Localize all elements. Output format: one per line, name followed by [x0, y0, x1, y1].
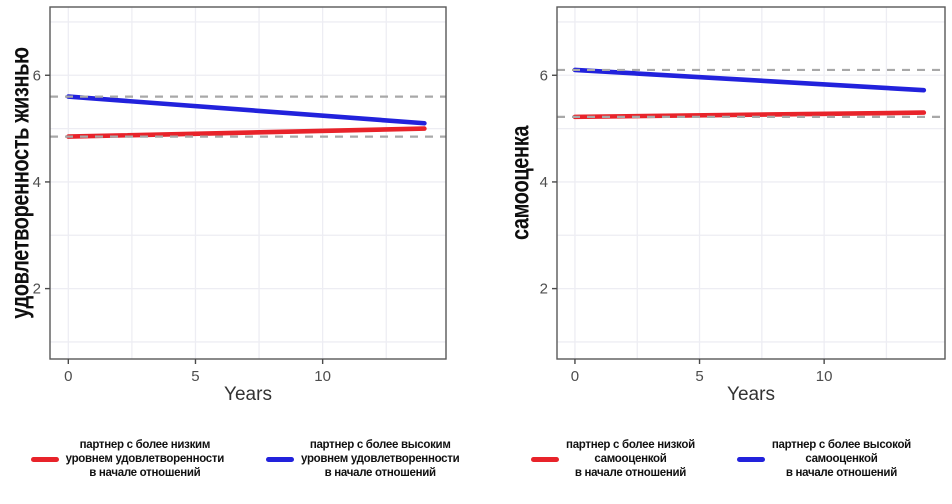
legend-label-line: в начале отношений — [89, 467, 201, 480]
legend-label: партнер с более низким уровнем удовлетво… — [65, 438, 225, 480]
legend-label-line: самооценкой — [594, 453, 667, 466]
y-axis-title-self-esteem: самооценка — [506, 125, 535, 241]
x-tick-label: 10 — [314, 368, 331, 385]
legend-label-line: партнер с более низкой — [566, 439, 695, 451]
blue-line-legend-swatch — [266, 456, 294, 462]
blue-line-legend-swatch — [736, 456, 765, 462]
y-axis-title-life-satisfaction: удовлетворенность жизнью — [6, 47, 35, 319]
x-tick-label: 10 — [816, 368, 833, 385]
x-axis-title-years-right: Years — [727, 384, 775, 405]
x-tick-label: 0 — [571, 368, 579, 385]
legend-label-line: уровнем удовлетворенности — [65, 453, 225, 466]
blue-trend-line — [66, 94, 427, 126]
legend-label-line: партнер с более высоким — [309, 439, 451, 451]
chart-self-esteem: 0 5 10 2 4 6 самооценка Years партнер с более… — [476, 0, 952, 504]
legend-label: партнер с более высоким уровнем удовлетв… — [301, 438, 460, 480]
y-tick-label: 2 — [540, 281, 548, 298]
legend-label-line: уровнем удовлетворенности — [301, 453, 460, 466]
red-trend-line — [66, 126, 427, 139]
y-tick-label: 4 — [540, 174, 548, 191]
legend-item-blue-higher-satisfaction: партнер с более высоким уровнем удовлетв… — [266, 438, 460, 480]
legend-label-line: в начале отношений — [785, 467, 897, 480]
legend-self-esteem: партнер с более низкой самооценкой в нач… — [476, 438, 952, 480]
x-tick-label: 5 — [695, 368, 703, 385]
legend-item-red-lower-self-esteem: партнер с более низкой самооценкой в нач… — [531, 438, 695, 480]
legend-life-satisfaction: партнер с более низким уровнем удовлетво… — [0, 438, 476, 480]
y-tick-label: 6 — [540, 67, 548, 84]
panel-border — [556, 6, 946, 360]
life-satisfaction-plot-canvas: 0 5 10 2 4 6 — [33, 6, 447, 385]
self-esteem-plot-canvas: 0 5 10 2 4 6 — [540, 6, 946, 385]
legend-item-blue-higher-self-esteem: партнер с более высокой самооценкой в на… — [736, 438, 911, 480]
red-line-legend-swatch — [30, 456, 59, 462]
legend-label-line: партнер с более низким — [79, 439, 211, 451]
chart-life-satisfaction: 0 5 10 2 4 6 удовлетворенность жизнью Years п… — [0, 6, 476, 480]
x-axis-title-years-left: Years — [224, 384, 272, 405]
x-tick-label: 5 — [191, 368, 199, 385]
y-tick-label: 2 — [33, 281, 41, 298]
legend-label-line: в начале отношений — [574, 467, 687, 480]
red-trend-line — [572, 110, 927, 120]
panel-border — [49, 6, 447, 360]
red-line-legend-swatch — [531, 456, 560, 462]
legend-label: партнер с более низкой самооценкой в нач… — [566, 438, 695, 480]
y-tick-label: 4 — [33, 174, 41, 191]
legend-label-line: самооценкой — [805, 453, 878, 466]
blue-trend-line — [572, 67, 927, 93]
legend-label: партнер с более высокой самооценкой в на… — [772, 438, 911, 480]
y-tick-label: 6 — [33, 67, 41, 84]
legend-label-line: в начале отношений — [324, 467, 436, 480]
legend-item-red-lower-satisfaction: партнер с более низким уровнем удовлетво… — [30, 438, 225, 480]
x-tick-label: 0 — [64, 368, 72, 385]
legend-label-line: партнер с более высокой — [771, 439, 911, 451]
